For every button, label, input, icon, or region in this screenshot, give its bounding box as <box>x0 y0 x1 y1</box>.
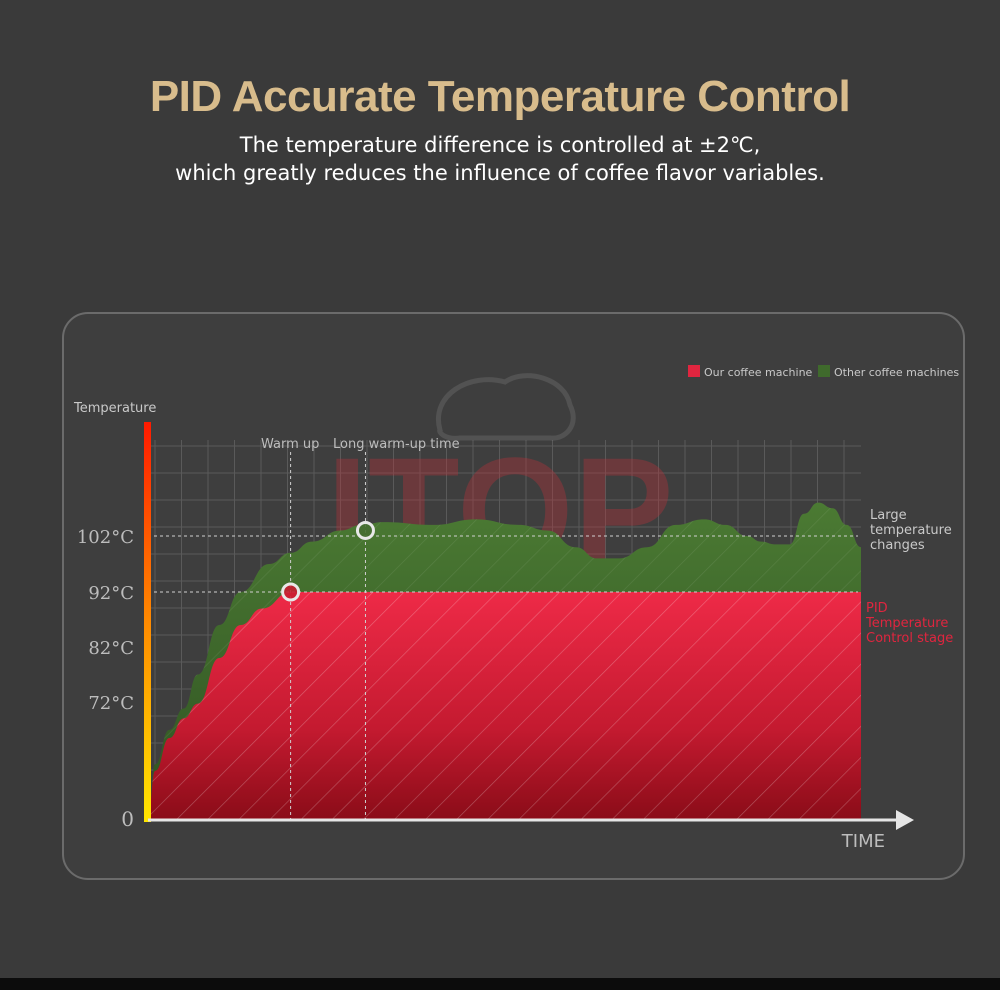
marker-point-0 <box>281 582 301 602</box>
annotation-pid-stage: PID Temperature Control stage <box>865 601 953 646</box>
marker-label-warm-up: Warm up <box>261 437 319 452</box>
marker-point-1 <box>355 520 375 540</box>
chef-hat-icon <box>435 373 576 441</box>
annotation-large-line3: changes <box>870 538 925 553</box>
y-tick-labels: 0 72°C 82°C 92°C 102°C <box>77 527 134 831</box>
marker-label-long-warm-up: Long warm-up time <box>333 437 460 452</box>
y-tick-label: 92°C <box>88 583 134 604</box>
legend-label-other-machines: Other coffee machines <box>834 366 959 379</box>
y-tick-label: 102°C <box>77 527 134 548</box>
y-axis-bar <box>144 422 151 822</box>
subtitle-line-1: The temperature difference is controlled… <box>239 133 761 157</box>
legend-swatch-our-machine <box>688 365 700 377</box>
reference-lines <box>148 452 858 820</box>
legend-label-our-machine: Our coffee machine <box>704 366 813 379</box>
y-tick-label: 72°C <box>88 693 134 714</box>
series-our-machine-hatch <box>148 592 861 820</box>
bottom-bar <box>0 978 1000 990</box>
y-axis-label: Temperature <box>73 401 156 416</box>
y-tick-label: 0 <box>121 807 134 831</box>
x-axis-label: TIME <box>841 831 885 852</box>
markers <box>281 520 375 602</box>
page-title: PID Accurate Temperature Control <box>149 72 851 121</box>
annotation-large-line1: Large <box>870 508 907 523</box>
x-axis-arrow-icon <box>896 810 914 830</box>
annotation-large-line2: temperature <box>870 523 952 538</box>
annotation-pid-line3: Control stage <box>866 631 953 646</box>
subtitle-line-2: which greatly reduces the influence of c… <box>175 161 825 185</box>
annotation-large-changes: Large temperature changes <box>870 508 952 553</box>
legend: Our coffee machine Other coffee machines <box>688 365 959 379</box>
legend-swatch-other-machines <box>818 365 830 377</box>
annotation-pid-line2: Temperature <box>865 616 948 631</box>
annotation-pid-line1: PID <box>866 601 888 616</box>
y-tick-label: 82°C <box>88 638 134 659</box>
